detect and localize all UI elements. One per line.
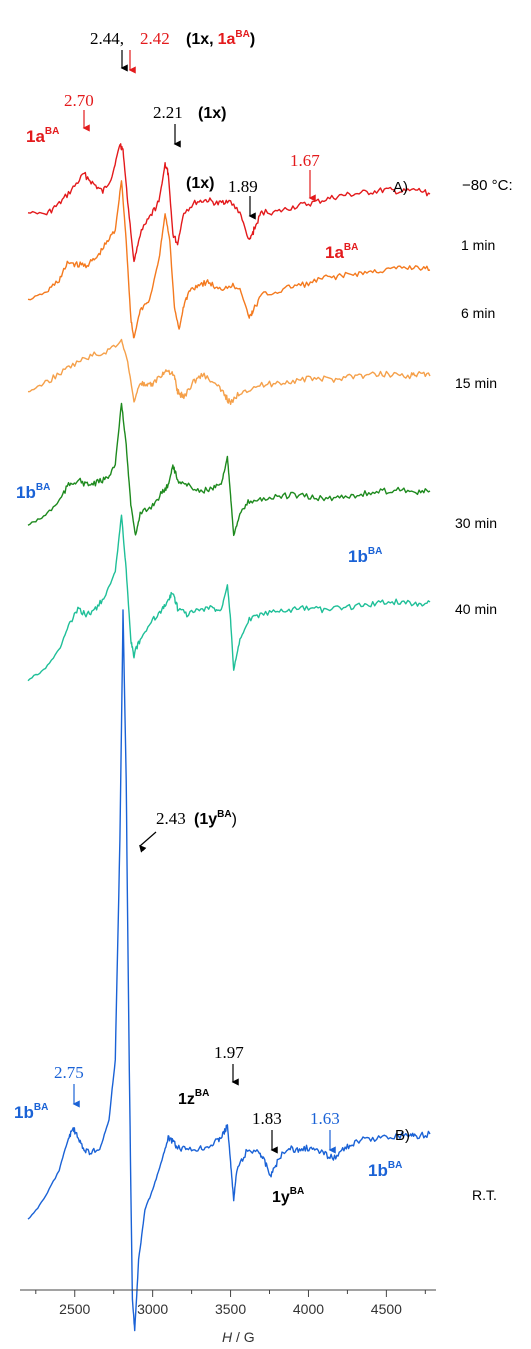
series-label-6min: 6 min [461,305,495,321]
annotation-1a-sup: BA [235,29,249,40]
x-axis-label: H / G [222,1329,255,1345]
annotation-243-species: (1yBA) [194,809,237,828]
annotation-189-species: (1x) [186,175,214,192]
species-label-1bba-rt-left: 1bBA [14,1102,48,1122]
panel-label-a: A) [393,179,408,196]
species-1yba-base: 1y [272,1189,290,1206]
species-1bba-a-base: 1b [16,483,36,502]
annotation-221-species: (1x) [198,105,226,122]
annotation-183: 1.83 [252,1109,282,1128]
species-1aba-right-sup: BA [344,242,358,253]
annotation-243-paren: ) [232,811,237,828]
annotation-1x-1aba: (1x, 1aBA) [186,29,255,48]
species-label-1bba-rt-right: 1bBA [368,1160,402,1180]
annotation-221: 2.21 [153,103,183,122]
trace-1-min [27,143,431,263]
annotation-244: 2.44, [90,29,124,48]
annotation-1x: 1x [191,31,209,48]
arrow-243 [139,831,157,853]
series-label-15min: 15 min [455,375,497,391]
species-1bba-d-base: 1b [368,1161,388,1180]
species-1bba-b-base: 1b [348,547,368,566]
annotation-275: 2.75 [54,1063,84,1082]
species-1zba-base: 1z [178,1091,195,1108]
x-axis-label-italic: H [222,1329,233,1345]
annotation-163: 1.63 [310,1109,340,1128]
species-label-1zba: 1zBA [178,1088,209,1108]
trace-6-min [27,180,431,339]
x-axis-ticks: 2500 3000 3500 4000 4500 [35,1290,426,1317]
species-1bba-b-sup: BA [368,546,382,557]
x-tick-label-3000: 3000 [137,1301,168,1317]
annotation-close-paren: ) [250,31,255,48]
annotation-270: 2.70 [64,91,94,110]
species-1bba-c-sup: BA [34,1102,48,1113]
series-label-40min: 40 min [455,601,497,617]
annotation-243-base: (1y [194,811,217,828]
spectrum-traces [27,143,431,1332]
series-label-1min: 1 min [461,237,495,253]
annotation-open-paren: ( [186,31,192,48]
species-label-1yba: 1yBA [272,1186,304,1206]
species-label-1bba-30min-left: 1bBA [16,482,50,502]
species-label-1aba-left: 1aBA [26,126,59,146]
species-1bba-a-sup: BA [36,482,50,493]
species-label-1bba-30min-right: 1bBA [348,546,382,566]
x-tick-label-3500: 3500 [215,1301,246,1317]
x-tick-label-4500: 4500 [371,1301,402,1317]
annotation-242: 2.42 [140,29,170,48]
trace-30-min [27,402,431,537]
species-1bba-c-base: 1b [14,1103,34,1122]
annotation-189: 1.89 [228,177,258,196]
annotation-197: 1.97 [214,1043,244,1062]
trace-r-t- [27,609,431,1332]
series-label-30min: 30 min [455,515,497,531]
species-1zba-sup: BA [195,1088,209,1099]
species-1bba-d-sup: BA [388,1160,402,1171]
species-1aba-right-base: 1a [325,243,344,262]
x-tick-label-4000: 4000 [293,1301,324,1317]
annotation-243: 2.43 [156,809,186,828]
species-label-1aba-right: 1aBA [325,242,358,262]
species-1aba-left-sup: BA [45,126,59,137]
annotation-167: 1.67 [290,151,320,170]
x-axis-label-unit: / G [232,1329,255,1345]
series-label-rt: R.T. [472,1187,497,1203]
species-1aba-left-base: 1a [26,127,45,146]
annotation-comma: , [209,31,213,48]
x-tick-label-2500: 2500 [59,1301,90,1317]
trace-15-min [27,338,431,405]
trace-40-min [27,514,431,682]
panel-label-b: B) [395,1127,410,1144]
species-1yba-sup: BA [290,1186,304,1197]
annotation-1a: 1a [218,31,236,48]
temperature-label: −80 °C: [462,177,513,194]
annotation-243-sup: BA [217,809,231,820]
